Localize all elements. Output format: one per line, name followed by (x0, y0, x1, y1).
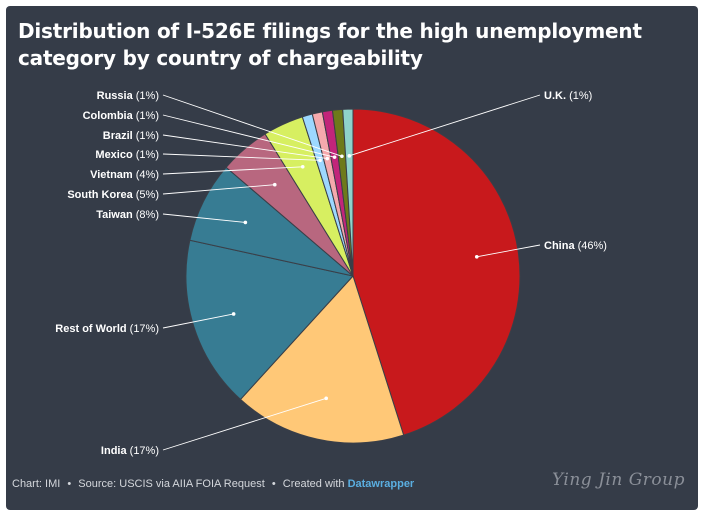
leader-line-south-korea (162, 184, 275, 195)
slice-labels: China (46%)India (17%)Rest of World (17%… (55, 90, 607, 457)
slice-label-russia: Russia (1%) (97, 90, 159, 102)
slice-label-south-korea: South Korea (5%) (67, 189, 159, 201)
source-note: Source: USCIS via AIIA FOIA Request (78, 478, 265, 490)
slice-label-name: South Korea (67, 189, 135, 201)
leader-line-mexico (162, 153, 321, 161)
leader-line-vietnam (162, 166, 303, 175)
slice-label-percent: (46%) (578, 240, 607, 252)
slice-label-u-k: U.K. (1%) (544, 90, 592, 102)
slice-label-taiwan: Taiwan (8%) (96, 209, 159, 221)
slice-label-india: India (17%) (101, 445, 159, 457)
pie-slice-rest-of-world[interactable] (185, 239, 354, 401)
slice-label-vietnam: Vietnam (4%) (90, 169, 159, 181)
chart-footer: Chart: IMI • Source: USCIS via AIIA FOIA… (12, 478, 414, 490)
leader-line-china (476, 244, 541, 258)
slice-label-percent: (17%) (130, 323, 159, 335)
leader-dot-russia (340, 154, 344, 159)
leader-dot-colombia (332, 155, 337, 159)
leader-dot-brazil (325, 156, 330, 161)
slice-label-colombia: Colombia (1%) (83, 110, 159, 122)
slice-label-name: India (101, 445, 130, 457)
slice-label-percent: (1%) (136, 110, 159, 122)
leader-dot-taiwan (243, 220, 248, 225)
slice-label-name: Rest of World (55, 323, 129, 335)
pie-slices (185, 108, 521, 444)
slice-label-mexico: Mexico (1%) (95, 149, 159, 161)
slice-label-name: U.K. (544, 90, 569, 102)
leader-line-taiwan (162, 213, 246, 223)
slice-label-percent: (4%) (136, 169, 159, 181)
slice-label-name: Russia (97, 90, 136, 102)
slice-label-name: Vietnam (90, 169, 136, 181)
pie-slice-u-k[interactable] (342, 108, 354, 277)
leader-dot-china (474, 254, 479, 259)
leader-line-india (162, 397, 327, 451)
slice-label-name: China (544, 240, 578, 252)
leader-line-colombia (162, 114, 335, 158)
slice-label-name: Taiwan (96, 209, 136, 221)
leader-dot-south-korea (272, 182, 277, 187)
slice-label-brazil: Brazil (1%) (103, 130, 159, 142)
pie-slice-china[interactable] (352, 108, 521, 436)
leader-line-brazil (162, 134, 328, 159)
leader-line-rest-of-world (162, 313, 234, 329)
created-with-text: Created with (282, 478, 345, 490)
watermark-logo: Ying Jin Group (552, 470, 685, 490)
leader-dot-mexico (318, 158, 322, 163)
datawrapper-link[interactable]: Datawrapper (347, 478, 415, 490)
slice-label-percent: (5%) (136, 189, 159, 201)
leader-dot-vietnam (300, 164, 305, 169)
leader-line-russia (162, 94, 343, 157)
pie-slice-india[interactable] (239, 275, 405, 444)
leader-lines (162, 94, 541, 451)
footer-separator: • (67, 478, 72, 490)
slice-label-percent: (8%) (136, 209, 159, 221)
slice-label-name: Brazil (103, 130, 136, 142)
slice-label-percent: (1%) (136, 90, 159, 102)
leader-dot-u-k (347, 154, 352, 158)
slice-label-percent: (1%) (136, 149, 159, 161)
chart-credit: Chart: IMI (12, 478, 61, 490)
slice-label-percent: (1%) (136, 130, 159, 142)
chart-title: Distribution of I-526E filings for the h… (18, 19, 642, 70)
slice-label-name: Mexico (95, 149, 135, 161)
footer-separator: • (271, 478, 276, 490)
slice-label-name: Colombia (83, 110, 136, 122)
slice-label-percent: (17%) (130, 445, 159, 457)
slice-label-rest-of-world: Rest of World (17%) (55, 323, 159, 335)
slice-label-percent: (1%) (569, 90, 592, 102)
leader-line-u-k (349, 94, 541, 157)
slice-label-china: China (46%) (544, 240, 607, 252)
leader-dot-rest-of-world (231, 312, 236, 316)
leader-dot-india (324, 396, 329, 401)
